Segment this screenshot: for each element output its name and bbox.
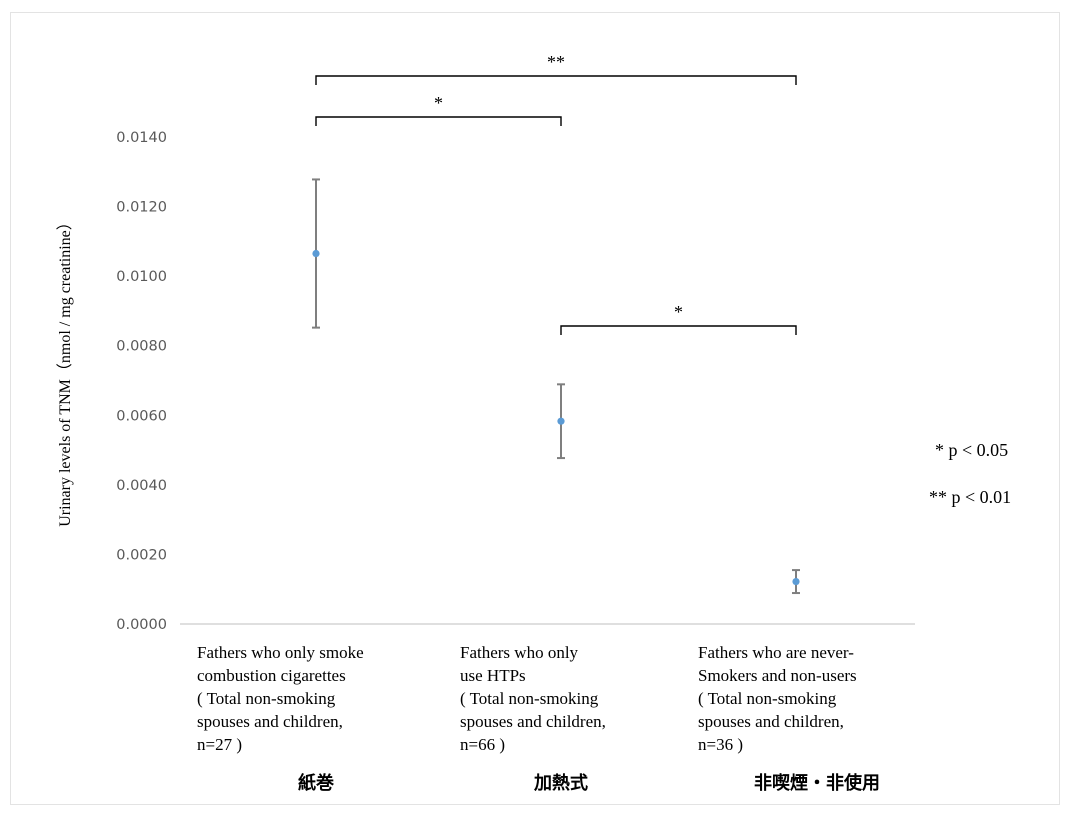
significance-label: * — [434, 93, 443, 113]
significance-bracket — [315, 75, 797, 85]
x-category-label: spouses and children, — [197, 712, 343, 731]
significance-bracket — [315, 116, 562, 126]
x-category-jp-label: 加熱式 — [533, 772, 588, 794]
y-tick-label: 0.0000 — [116, 617, 167, 633]
x-category-label: Fathers who only smoke — [197, 643, 364, 662]
y-tick-label: 0.0040 — [116, 478, 167, 494]
x-category-label: n=36 ) — [698, 735, 743, 754]
x-category-label: n=66 ) — [460, 735, 505, 754]
x-category-label: spouses and children, — [698, 712, 844, 731]
x-category-label: Fathers who only — [460, 643, 579, 662]
legend-entry: ** p < 0.01 — [929, 487, 1011, 507]
y-tick-label: 0.0140 — [116, 130, 167, 146]
data-point — [792, 577, 800, 586]
data-point — [557, 417, 565, 425]
y-tick-label: 0.0100 — [116, 269, 167, 285]
x-category-label: ( Total non-smoking — [197, 689, 336, 708]
y-tick-label: 0.0120 — [116, 200, 167, 216]
x-category-label: ( Total non-smoking — [698, 689, 837, 708]
x-category-label: use HTPs — [460, 666, 526, 685]
data-point — [312, 249, 320, 258]
y-tick-label: 0.0080 — [116, 339, 167, 355]
x-category-label: Fathers who are never- — [698, 643, 854, 662]
significance-bracket — [560, 325, 797, 335]
x-category-label: n=27 ) — [197, 735, 242, 754]
x-category-jp-label: 紙巻 — [298, 772, 335, 794]
x-category-label: ( Total non-smoking — [460, 689, 599, 708]
x-category-label: spouses and children, — [460, 712, 606, 731]
significance-label: ** — [547, 52, 565, 72]
legend-entry: * p < 0.05 — [935, 440, 1008, 460]
x-category-jp-label: 非喫煙・非使用 — [754, 772, 880, 794]
y-tick-label: 0.0020 — [116, 547, 167, 563]
y-axis-label: Urinary levels of TNM（nmol / mg creatini… — [56, 214, 74, 527]
y-tick-label: 0.0060 — [116, 408, 167, 424]
significance-label: * — [674, 302, 683, 322]
x-category-label: Smokers and non-users — [698, 666, 857, 685]
x-category-label: combustion cigarettes — [197, 666, 346, 685]
chart-frame — [10, 12, 1060, 805]
